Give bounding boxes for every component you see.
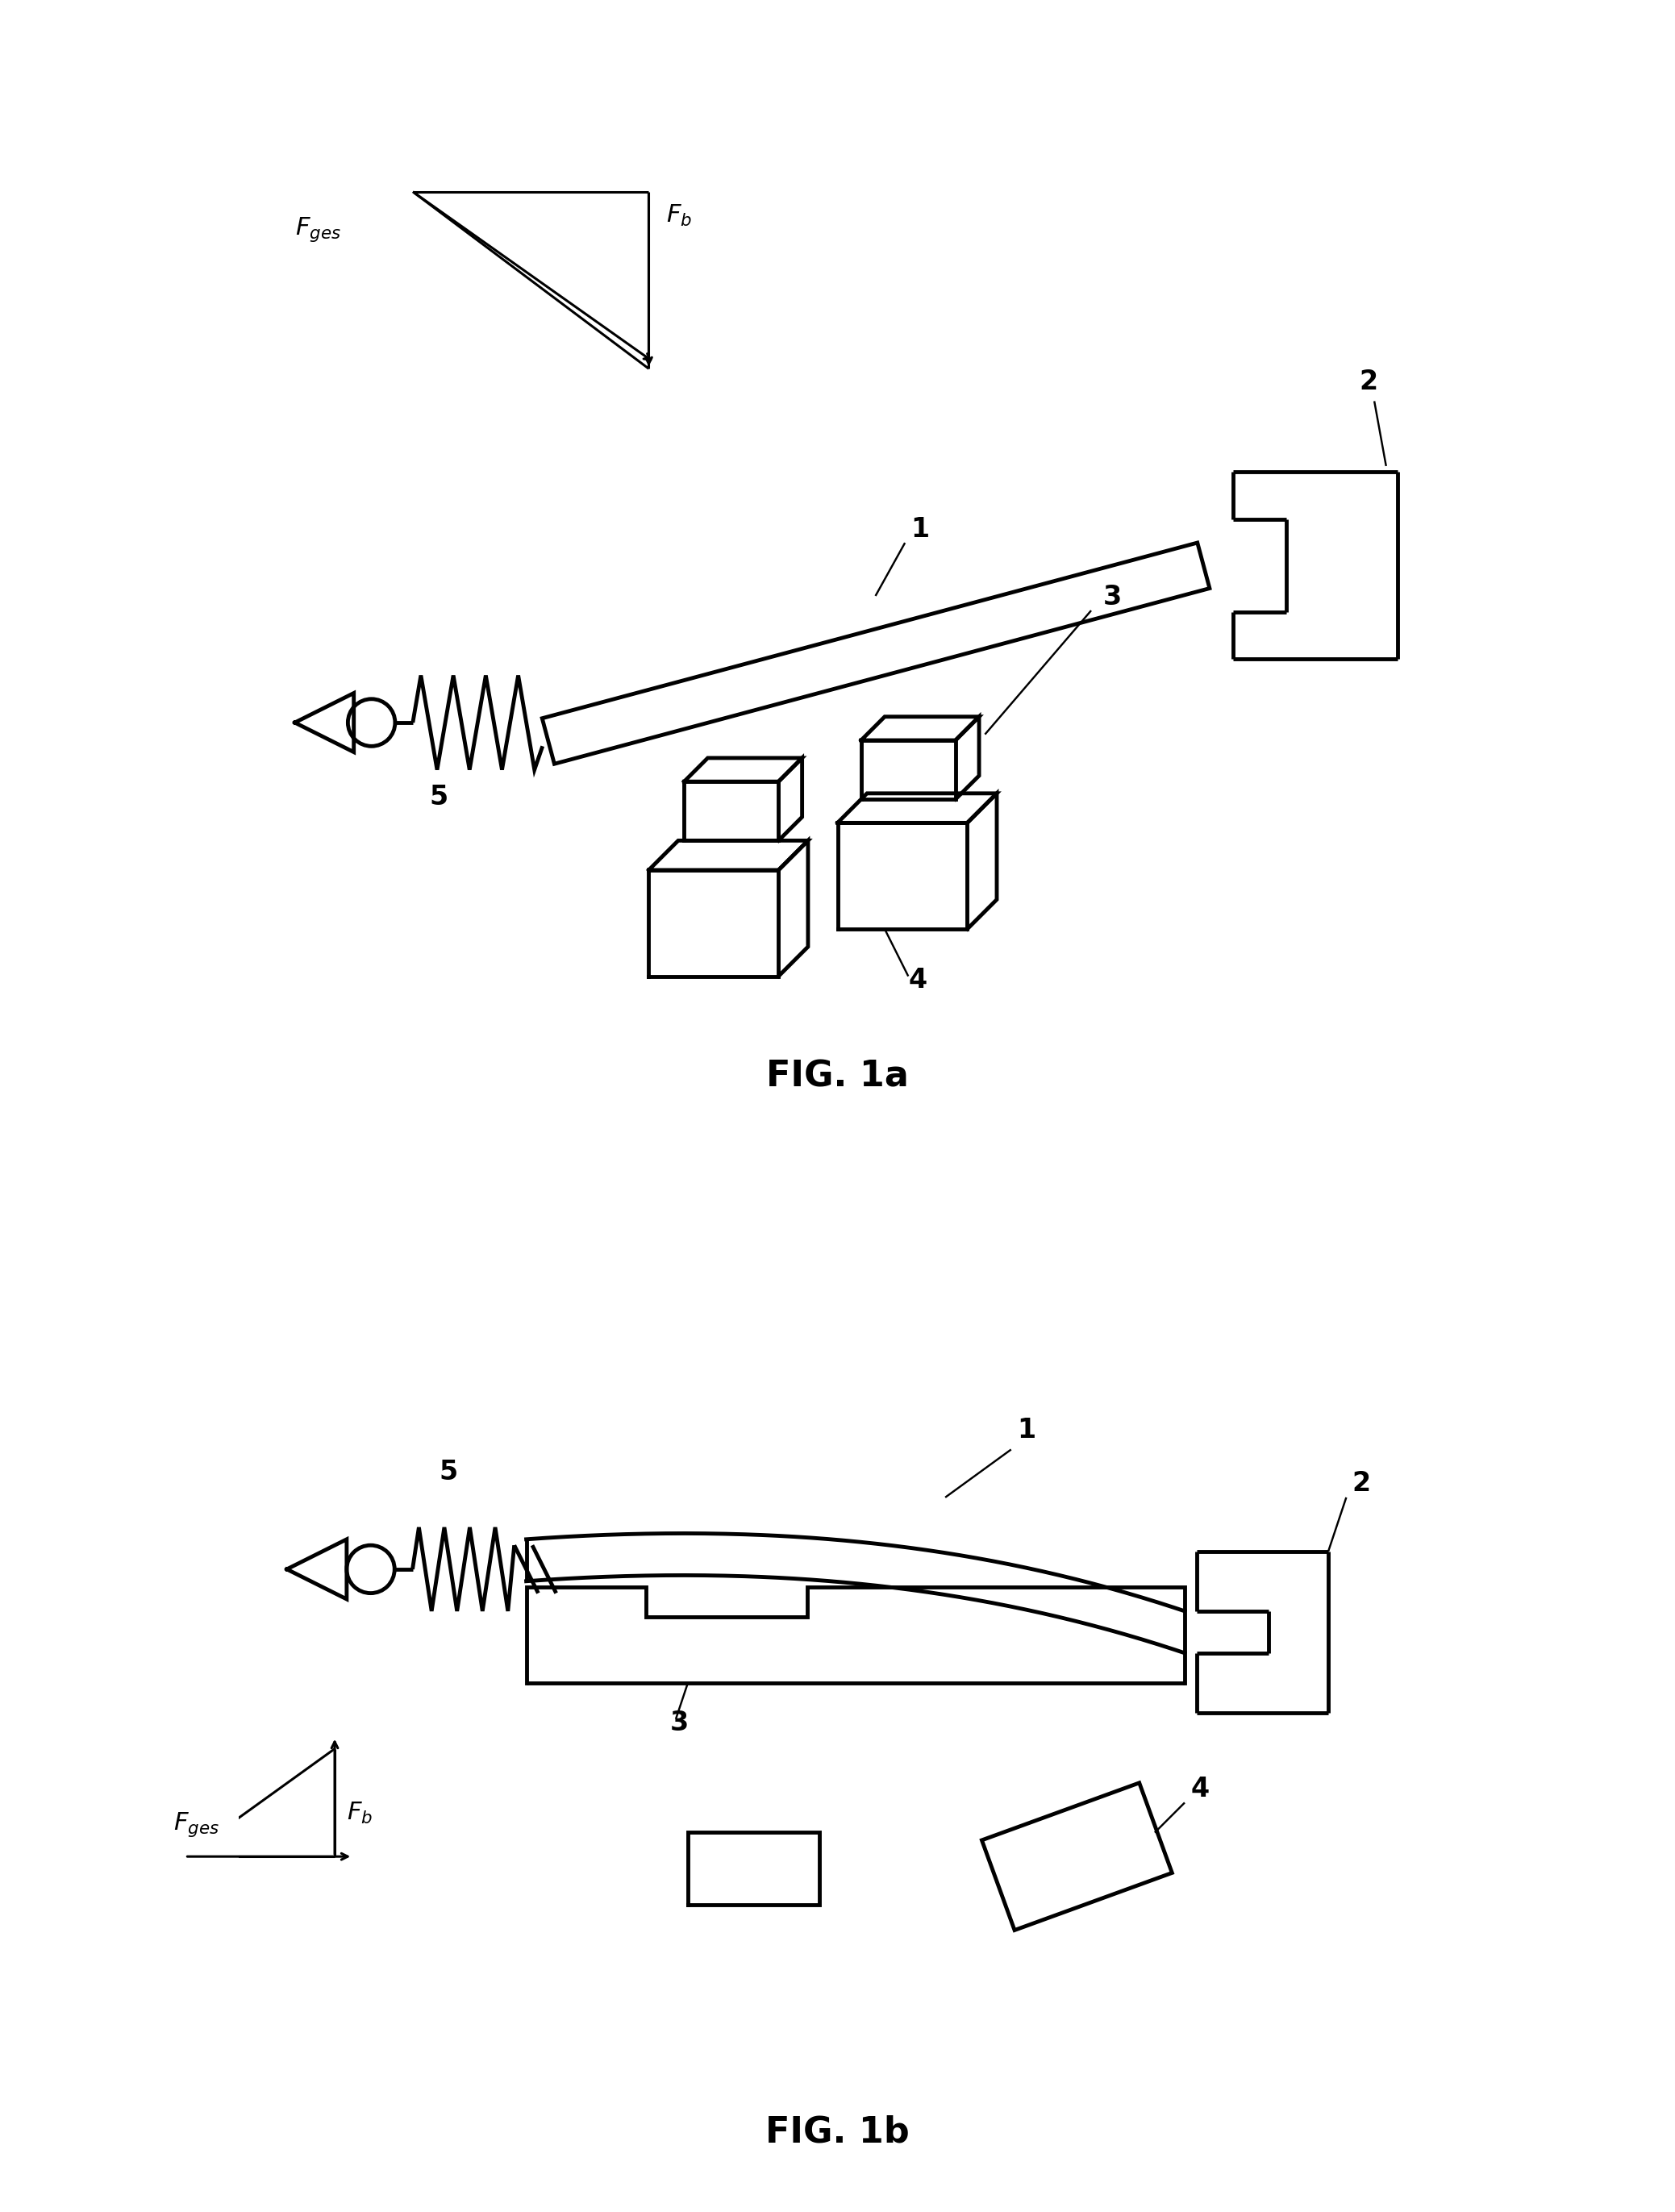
Text: 4: 4 bbox=[908, 967, 926, 993]
Text: FIG. 1a: FIG. 1a bbox=[765, 1060, 910, 1095]
Text: 1: 1 bbox=[911, 515, 930, 542]
Text: 2: 2 bbox=[1352, 1471, 1370, 1498]
Text: $F_b$: $F_b$ bbox=[347, 1801, 372, 1825]
Text: 3: 3 bbox=[1102, 584, 1122, 611]
Text: 5: 5 bbox=[429, 785, 449, 812]
Text: $F_{ges}$: $F_{ges}$ bbox=[295, 215, 340, 243]
Text: FIG. 1b: FIG. 1b bbox=[765, 2115, 910, 2150]
Text: 4: 4 bbox=[1191, 1776, 1209, 1803]
Text: 2: 2 bbox=[1358, 369, 1379, 396]
Text: $F_b$: $F_b$ bbox=[667, 204, 692, 228]
Text: $F_{ges}$: $F_{ges}$ bbox=[173, 1809, 219, 1838]
Text: 1: 1 bbox=[1017, 1416, 1035, 1442]
Text: 5: 5 bbox=[439, 1458, 457, 1484]
Text: 3: 3 bbox=[670, 1710, 688, 1736]
